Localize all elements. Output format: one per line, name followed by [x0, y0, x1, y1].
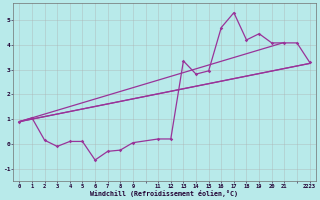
X-axis label: Windchill (Refroidissement éolien,°C): Windchill (Refroidissement éolien,°C)	[91, 190, 238, 197]
